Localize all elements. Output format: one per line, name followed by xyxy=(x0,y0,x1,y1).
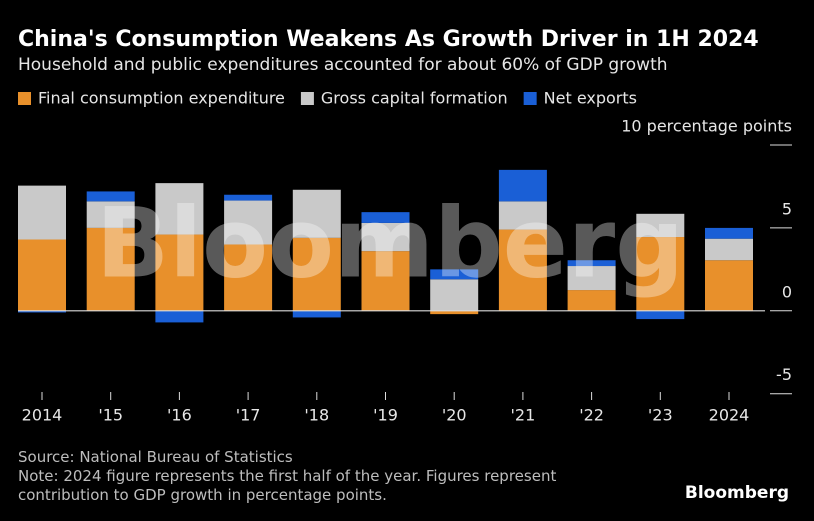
bar-segment xyxy=(86,227,135,311)
bar-segment xyxy=(86,191,135,202)
legend-label: Final consumption expenditure xyxy=(38,89,285,108)
bar-segment xyxy=(430,310,479,315)
bar-segment xyxy=(18,310,66,313)
chart-subtitle: Household and public expenditures accoun… xyxy=(18,55,668,75)
x-tick-label: '20 xyxy=(442,406,467,425)
x-tick-label: 2024 xyxy=(709,406,750,425)
x-tick-label: '19 xyxy=(373,406,398,425)
x-tick-label: 2014 xyxy=(22,406,63,425)
bar-segment xyxy=(705,260,753,311)
x-tick-label: '17 xyxy=(236,406,261,425)
x-tick-label: '15 xyxy=(98,406,123,425)
bar-segment xyxy=(361,251,410,311)
bar-segment xyxy=(224,200,273,245)
bar-segment xyxy=(18,185,66,240)
bar-segment xyxy=(155,310,204,323)
bar-segment xyxy=(567,266,616,291)
bar-segment xyxy=(636,310,685,320)
logo: Bloomberg xyxy=(685,483,789,503)
x-tick-label: '16 xyxy=(167,406,192,425)
bar-segment xyxy=(292,237,341,311)
legend-swatch xyxy=(523,92,537,105)
bar-segment xyxy=(705,227,753,239)
y-tick-label: 0 xyxy=(782,282,792,301)
bar-segment xyxy=(430,279,479,311)
bar-segment xyxy=(292,189,341,238)
bar-segment xyxy=(498,169,547,202)
chart-title: China's Consumption Weakens As Growth Dr… xyxy=(18,27,759,52)
bar-segment xyxy=(430,269,479,280)
bar-segment xyxy=(18,239,66,311)
bar-segment xyxy=(155,183,204,235)
bar-segment xyxy=(361,222,410,252)
legend-swatch xyxy=(300,92,314,105)
y-tick-label: 10 percentage points xyxy=(621,117,792,136)
x-tick-label: '22 xyxy=(579,406,604,425)
watermark: Bloomberg xyxy=(96,187,684,299)
note: Note: 2024 figure represents the first h… xyxy=(18,467,557,504)
bar-segment xyxy=(567,290,616,311)
bar-segment xyxy=(567,260,616,267)
legend: Final consumption expenditure Gross capit… xyxy=(18,89,637,108)
bar-segment xyxy=(224,244,273,311)
x-tick-label: '18 xyxy=(304,406,329,425)
source: Source: National Bureau of Statistics xyxy=(18,448,293,466)
footnotes: Source: National Bureau of Statistics No… xyxy=(18,448,638,505)
legend-label: Net exports xyxy=(544,89,637,108)
y-tick-label: 5 xyxy=(782,199,792,218)
bar-segment xyxy=(292,310,341,318)
y-tick-label: -5 xyxy=(776,365,792,384)
bar-segment xyxy=(636,213,685,238)
bar-segment xyxy=(155,234,204,311)
bar-segment xyxy=(705,238,753,261)
bar-segment xyxy=(361,212,410,223)
x-tick-label: '23 xyxy=(648,406,673,425)
legend-swatch xyxy=(18,92,31,105)
x-tick-label: '21 xyxy=(511,406,536,425)
plot: -5 0 5 10 percentage points 2014 '15 '16 '17 '18… xyxy=(18,117,792,425)
bar-segment xyxy=(636,237,685,311)
legend-label: Gross capital formation xyxy=(321,89,508,108)
bar-segment xyxy=(224,194,273,201)
bar-segment xyxy=(498,201,547,230)
bar-segment xyxy=(86,201,135,228)
bar-segment xyxy=(498,229,547,311)
